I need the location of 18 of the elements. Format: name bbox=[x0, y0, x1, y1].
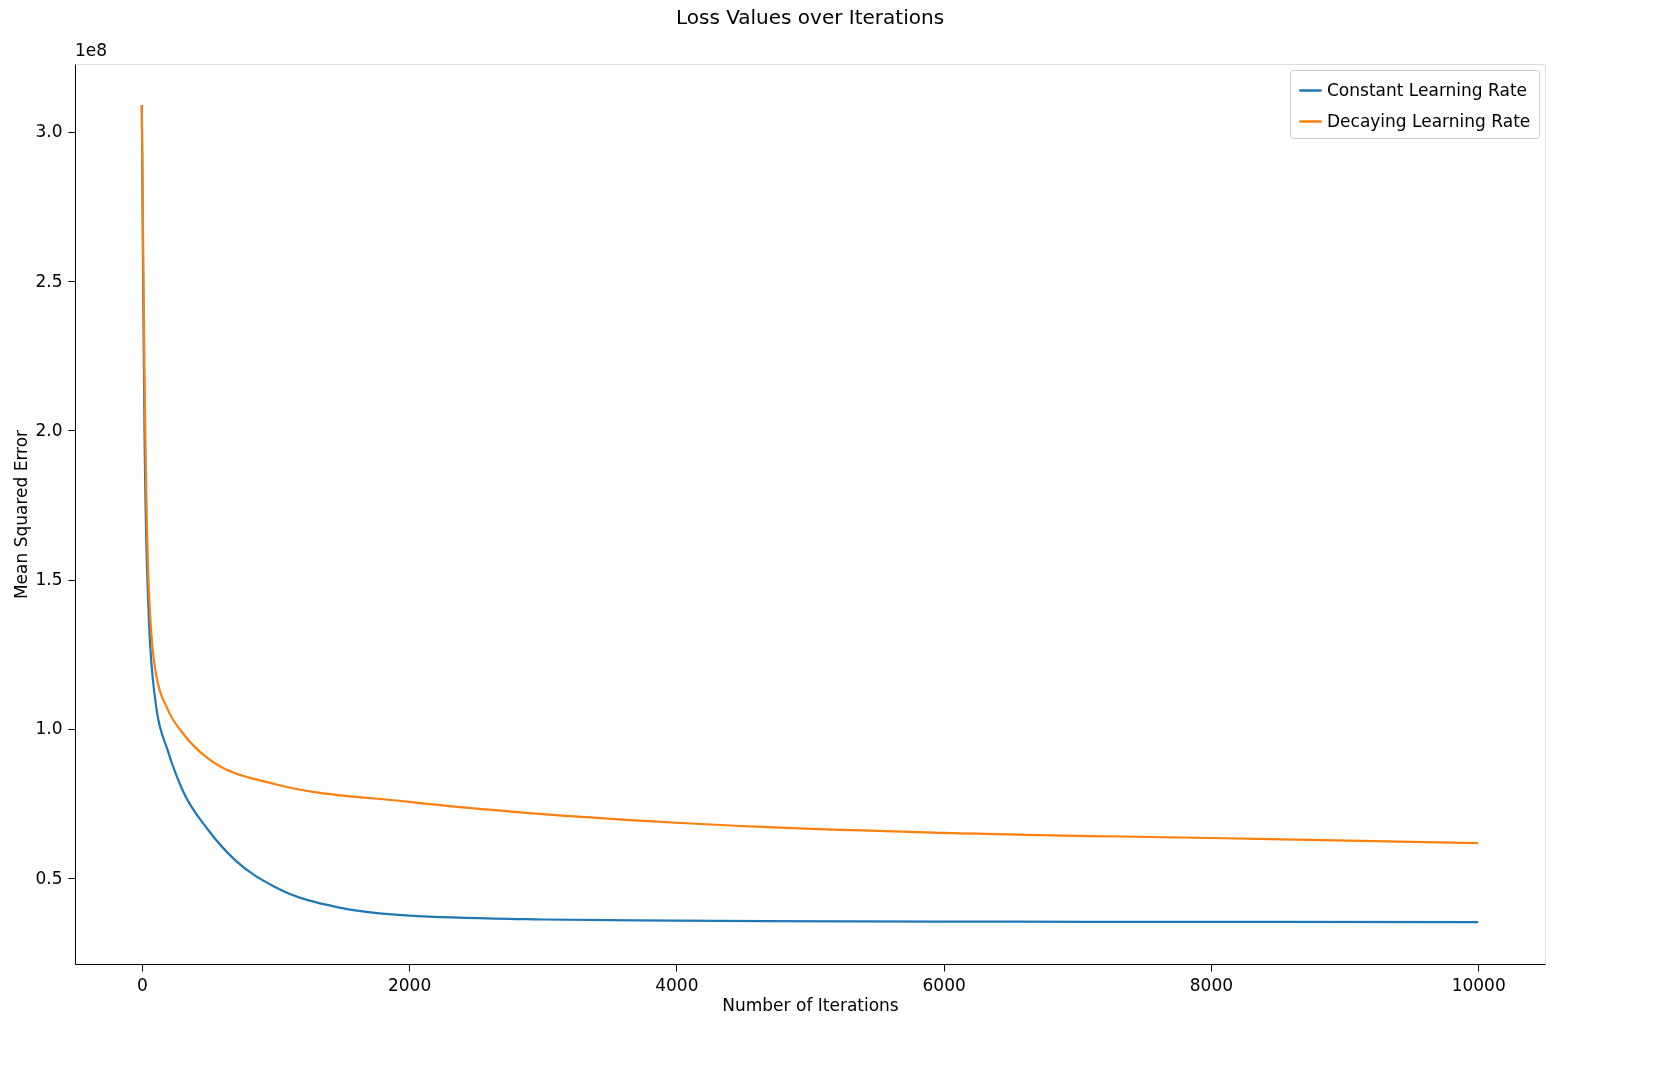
x-tick-label: 4000 bbox=[655, 974, 699, 995]
x-tick-label: 8000 bbox=[1189, 974, 1234, 995]
x-tick-label: 2000 bbox=[387, 974, 432, 995]
y-tick-label: 2.5 bbox=[35, 270, 63, 291]
chart-title: Loss Values over Iterations bbox=[675, 5, 945, 29]
text: 1e8 bbox=[75, 40, 108, 60]
y-axis-title: Mean Squared Error bbox=[11, 429, 32, 600]
y-tick-label: 1.0 bbox=[35, 718, 63, 739]
legend-label: Constant Learning Rate bbox=[1327, 79, 1528, 100]
y-tick-label: 2.0 bbox=[35, 419, 63, 440]
x-tick-label: 0 bbox=[136, 974, 148, 995]
y-tick-label: 0.5 bbox=[35, 867, 63, 888]
legend-label: Decaying Learning Rate bbox=[1327, 110, 1531, 131]
x-tick-label: 10000 bbox=[1451, 974, 1506, 995]
y-tick-label: 1.5 bbox=[35, 569, 63, 590]
x-axis-title: Number of Iterations bbox=[722, 994, 899, 1015]
x-tick-label: 6000 bbox=[922, 974, 966, 995]
y-tick-label: 3.0 bbox=[35, 121, 63, 142]
